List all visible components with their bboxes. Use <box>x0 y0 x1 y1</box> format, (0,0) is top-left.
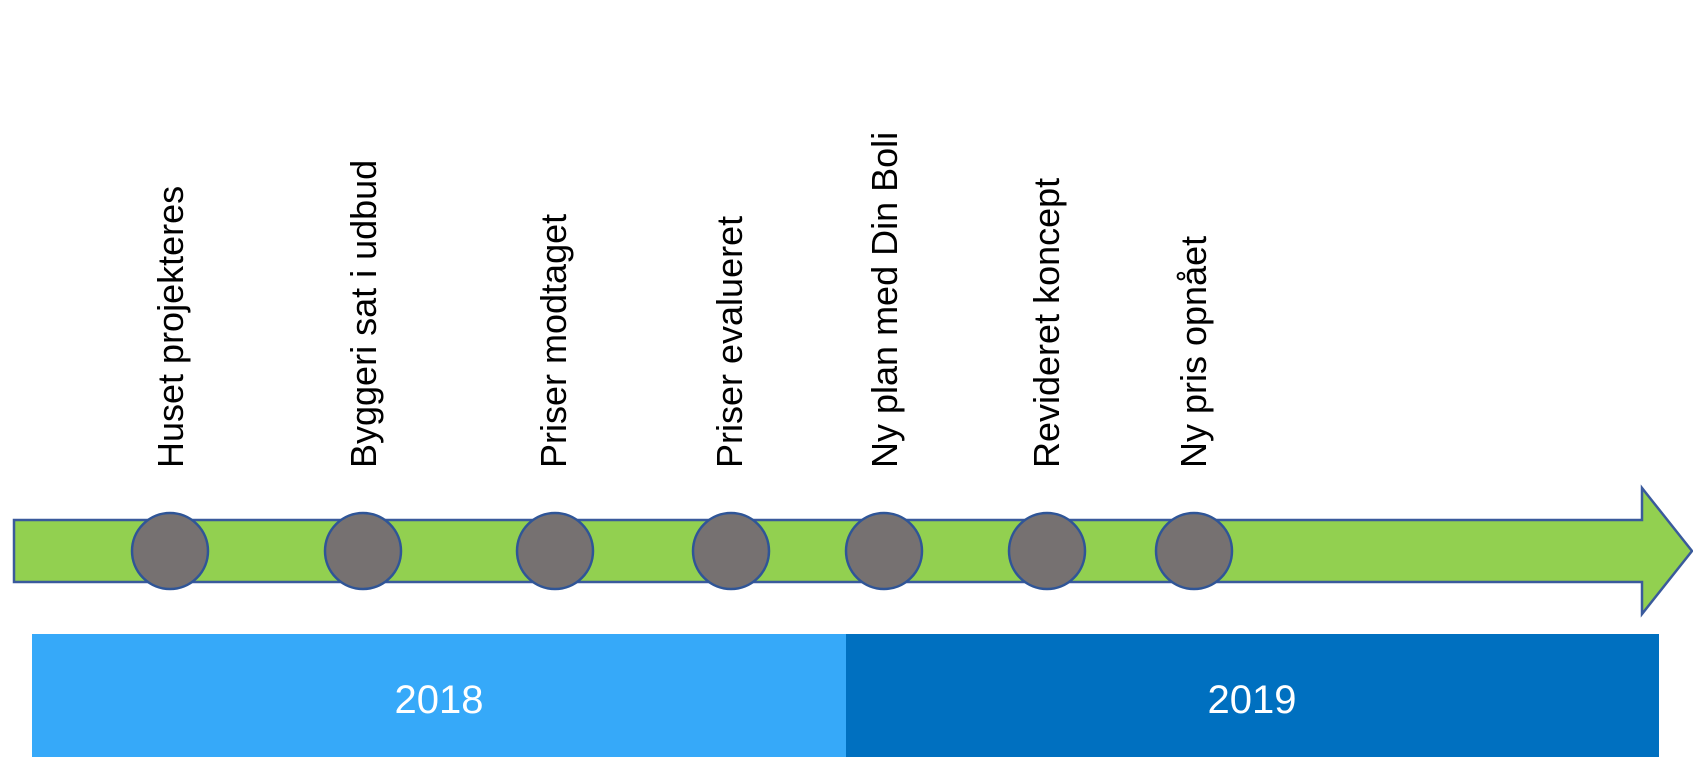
milestone-label-priser-modtaget: Priser modtaget <box>533 214 574 468</box>
milestone-marker-byggeri-sat-i-udbud <box>323 511 403 591</box>
milestone-markers <box>130 511 1234 591</box>
year-band: 2018 2019 <box>32 634 1659 757</box>
milestone-label-byggeri-sat-i-udbud: Byggeri sat i udbud <box>343 160 384 468</box>
milestone-marker-huset-projekteres <box>130 511 210 591</box>
year-block-2019 <box>846 634 1659 757</box>
milestone-marker-priser-evalueret <box>691 511 771 591</box>
milestone-marker-ny-plan <box>844 511 924 591</box>
milestone-label-revideret-koncept: Revideret koncept <box>1026 178 1067 468</box>
milestone-label-priser-evalueret: Priser evalueret <box>709 216 750 468</box>
milestone-marker-priser-modtaget <box>515 511 595 591</box>
milestone-marker-ny-pris <box>1154 511 1234 591</box>
milestone-label-ny-plan: Ny plan med Din Boli <box>864 132 905 468</box>
milestone-label-huset-projekteres: Huset projekteres <box>150 186 191 468</box>
milestone-labels: Huset projekteres Byggeri sat i udbud Pr… <box>150 132 1214 468</box>
milestone-marker-revideret-koncept <box>1007 511 1087 591</box>
year-block-2018 <box>32 634 846 757</box>
milestone-label-ny-pris: Ny pris opnået <box>1173 236 1214 468</box>
year-label-2018: 2018 <box>395 678 484 722</box>
year-label-2019: 2019 <box>1208 678 1297 722</box>
